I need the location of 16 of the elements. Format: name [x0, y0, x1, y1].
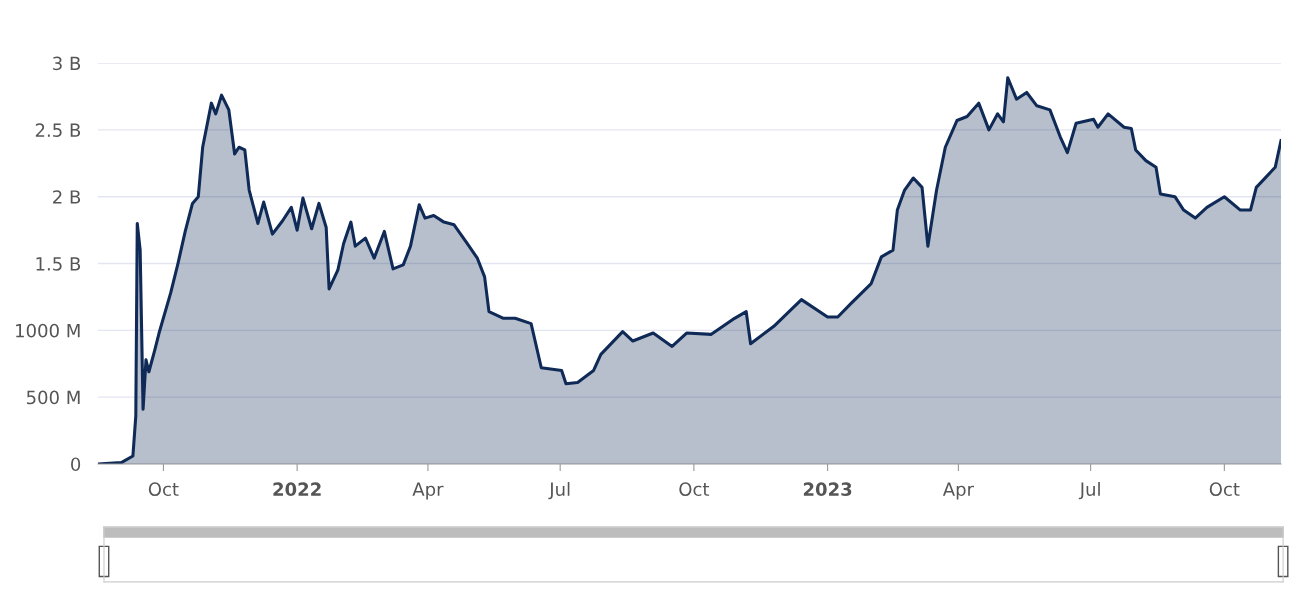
x-tick-label: Jul	[1078, 482, 1100, 500]
x-tick-label: Oct	[679, 482, 710, 497]
x-tick-label: Oct	[148, 482, 179, 497]
y-tick-label: 2 B	[53, 190, 81, 204]
x-tick-label: Apr	[942, 482, 974, 500]
y-tick-label: 1000 M	[16, 323, 80, 338]
y-tick-label: 1.5 B	[36, 257, 81, 271]
x-tick-label: 2023	[803, 482, 852, 497]
x-tick-label: 2022	[273, 482, 321, 497]
x-tick-label: Apr	[412, 482, 444, 500]
y-tick-label: 2.5 B	[35, 123, 81, 137]
x-tick-label: Oct	[1209, 482, 1240, 497]
y-tick-label: 0	[71, 457, 81, 472]
y-tick-label: 3 B	[53, 56, 81, 71]
x-tick-label: Jul	[548, 482, 570, 500]
y-tick-label: 500 M	[26, 390, 80, 405]
